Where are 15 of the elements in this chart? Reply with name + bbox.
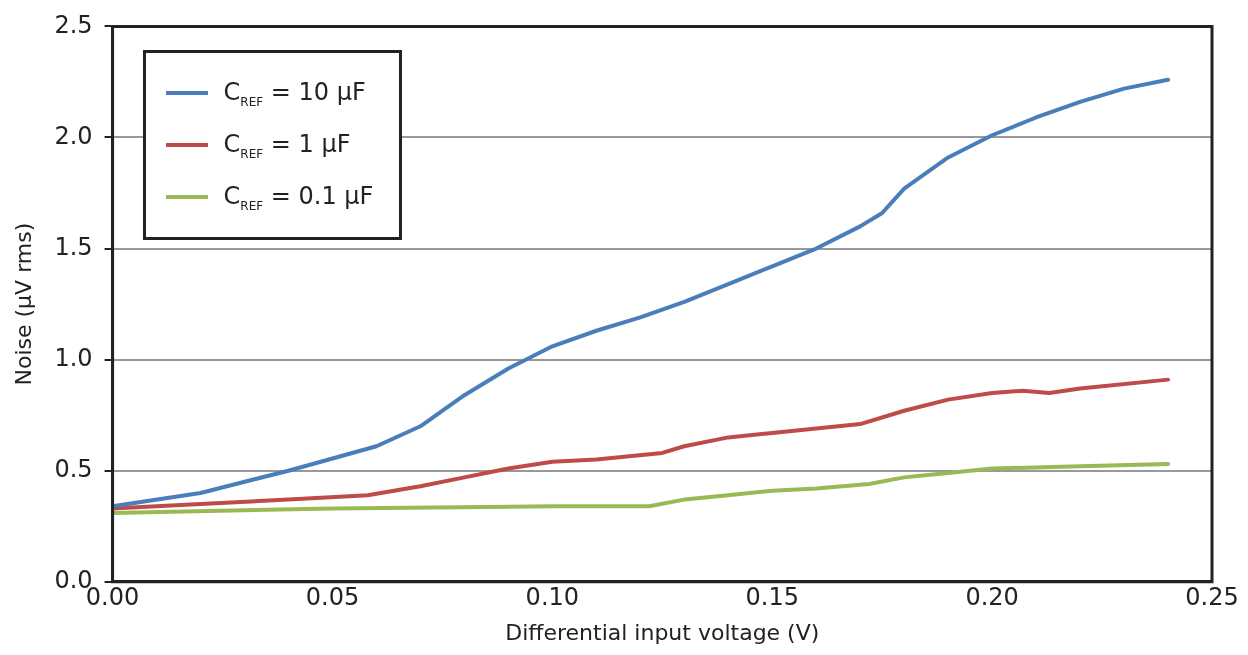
x-tick-label: 0.20	[965, 583, 1019, 612]
y-axis-title: Noise (μV rms)	[10, 222, 36, 386]
legend-label: C$_{REF}$ = 10 μF	[223, 77, 366, 109]
x-tick-label: 0.25	[1185, 583, 1239, 612]
y-tick-label: 1.5	[54, 232, 93, 261]
x-tick-label: 0.05	[305, 583, 360, 612]
y-tick-label: 2.0	[54, 121, 93, 150]
legend-label: C$_{REF}$ = 0.1 μF	[223, 181, 374, 213]
x-axis-title: Differential input voltage (V)	[505, 619, 820, 645]
y-tick-label: 0.5	[54, 454, 93, 483]
legend-label: C$_{REF}$ = 1 μF	[223, 129, 351, 161]
y-tick-label: 2.5	[54, 10, 93, 39]
x-tick-label: 0.10	[525, 583, 580, 612]
x-tick-label: 0.15	[745, 583, 799, 612]
y-tick-label: 1.0	[54, 343, 93, 372]
